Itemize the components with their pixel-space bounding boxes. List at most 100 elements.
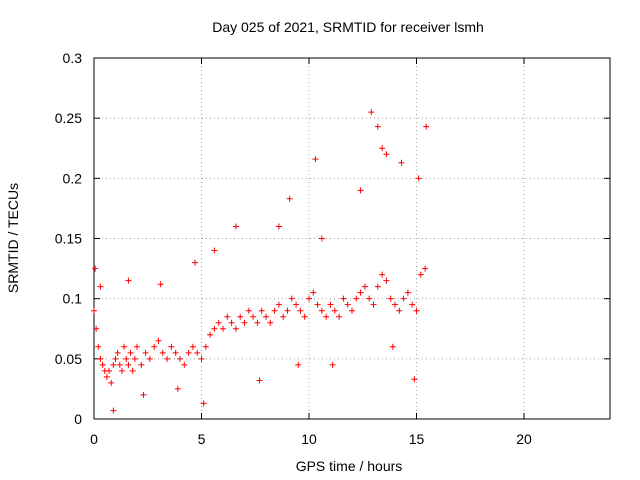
- data-point: [331, 307, 338, 314]
- data-points: [91, 109, 430, 414]
- data-point: [142, 349, 149, 356]
- data-point: [387, 295, 394, 302]
- data-point: [258, 307, 265, 314]
- chart-title: Day 025 of 2021, SRMTID for receiver lsm…: [212, 19, 484, 35]
- data-point: [241, 319, 248, 326]
- data-point: [409, 301, 416, 308]
- data-point: [168, 343, 175, 350]
- data-point: [310, 289, 317, 296]
- data-point: [275, 301, 282, 308]
- data-point: [327, 301, 334, 308]
- data-point: [232, 223, 239, 230]
- data-point: [121, 343, 128, 350]
- data-point: [118, 367, 125, 374]
- y-tick-label: 0.1: [63, 291, 83, 307]
- data-point: [318, 235, 325, 242]
- data-point: [134, 343, 140, 350]
- data-point: [103, 373, 110, 380]
- data-point: [383, 151, 390, 158]
- data-point: [97, 283, 104, 290]
- x-axis-label: GPS time / hours: [296, 458, 403, 474]
- data-point: [318, 307, 325, 314]
- data-point: [92, 265, 99, 272]
- data-point: [237, 313, 244, 320]
- data-point: [131, 355, 138, 362]
- data-point: [159, 349, 166, 356]
- data-point: [174, 385, 181, 392]
- data-point: [374, 283, 381, 290]
- data-point: [155, 337, 162, 344]
- data-point: [256, 377, 263, 384]
- data-point: [349, 307, 355, 314]
- data-point: [185, 349, 192, 356]
- data-point: [211, 325, 218, 332]
- data-point: [344, 301, 351, 308]
- data-point: [263, 313, 269, 320]
- data-point: [422, 265, 429, 272]
- data-point: [392, 301, 398, 308]
- data-point: [357, 289, 364, 296]
- data-point: [125, 277, 132, 284]
- data-point: [417, 271, 424, 278]
- data-point: [271, 307, 278, 314]
- data-point: [323, 313, 330, 320]
- data-point: [312, 156, 319, 163]
- data-point: [157, 281, 164, 288]
- data-point: [284, 307, 291, 314]
- data-point: [125, 361, 132, 368]
- data-point: [228, 319, 235, 326]
- data-point: [404, 289, 411, 296]
- data-point: [151, 343, 158, 350]
- y-tick-label: 0.15: [55, 231, 82, 247]
- data-point: [275, 223, 282, 230]
- x-tick-label: 20: [516, 431, 532, 447]
- data-point: [189, 343, 196, 350]
- data-point: [172, 349, 179, 356]
- data-point: [207, 331, 214, 338]
- data-point: [267, 319, 274, 326]
- data-point: [211, 247, 218, 254]
- data-point: [91, 307, 97, 314]
- y-tick-label: 0: [74, 411, 82, 427]
- data-point: [286, 195, 293, 202]
- x-tick-label: 15: [409, 431, 425, 447]
- data-point: [97, 355, 104, 362]
- y-tick-label: 0.25: [55, 110, 82, 126]
- x-tick-label: 0: [90, 431, 98, 447]
- y-tick-label: 0.3: [63, 50, 83, 66]
- x-tick-label: 5: [198, 431, 206, 447]
- data-point: [411, 376, 418, 383]
- data-point: [129, 367, 136, 374]
- data-point: [396, 307, 403, 314]
- data-point: [202, 343, 209, 350]
- data-point: [108, 379, 115, 386]
- data-point: [293, 301, 300, 308]
- data-point: [336, 313, 343, 320]
- data-point: [200, 400, 207, 407]
- data-point: [357, 187, 364, 194]
- data-point: [99, 361, 106, 368]
- data-point: [123, 355, 130, 362]
- data-point: [340, 295, 347, 302]
- data-point: [114, 349, 121, 356]
- data-point: [140, 391, 147, 398]
- data-point: [295, 361, 302, 368]
- data-point: [127, 349, 134, 356]
- data-point: [374, 123, 381, 130]
- data-point: [383, 277, 390, 284]
- data-point: [400, 295, 407, 302]
- data-point: [250, 313, 257, 320]
- data-point: [288, 295, 295, 302]
- data-point: [116, 361, 123, 368]
- data-point: [280, 313, 287, 320]
- data-point: [379, 271, 386, 278]
- data-point: [164, 355, 171, 362]
- data-point: [379, 145, 386, 152]
- data-point: [366, 295, 373, 302]
- data-point: [297, 307, 304, 314]
- data-point: [112, 355, 119, 362]
- data-point: [361, 283, 368, 290]
- data-point: [110, 361, 117, 368]
